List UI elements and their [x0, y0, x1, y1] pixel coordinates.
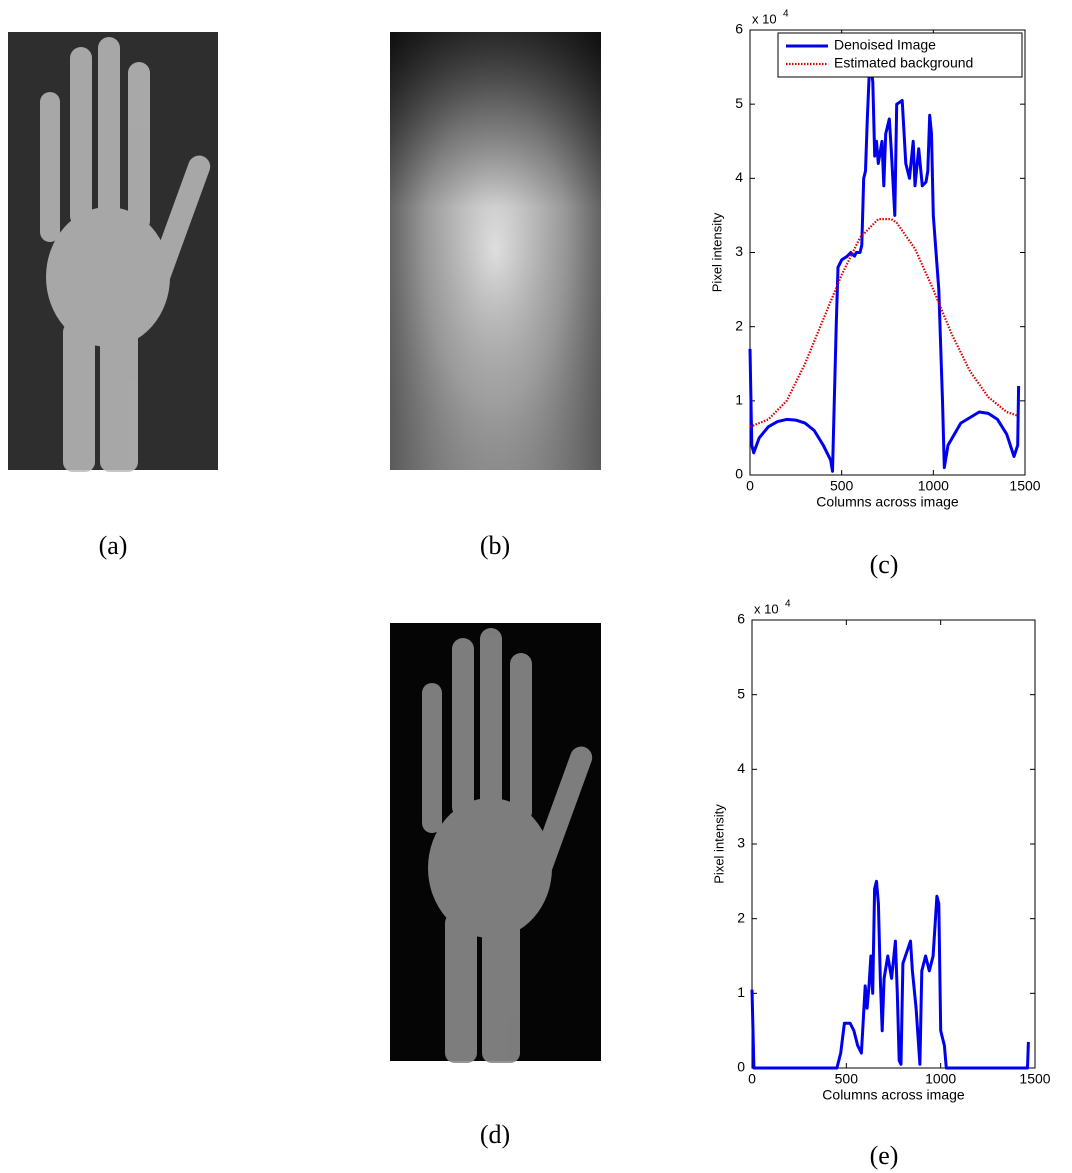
y-tick-label: 4 — [735, 169, 743, 185]
caption: (d) — [480, 1120, 510, 1149]
y-tick-label: 4 — [737, 760, 745, 776]
axis-multiplier-exponent: 4 — [783, 9, 789, 20]
legend-label: Estimated background — [834, 55, 973, 71]
y-axis-label: Pixel intensity — [709, 212, 724, 292]
x-tick-label: 1000 — [925, 1071, 956, 1087]
plot-area — [751, 619, 1036, 1069]
y-tick-label: 6 — [735, 21, 743, 37]
y-tick-label: 1 — [737, 984, 745, 1000]
y-tick-label: 0 — [737, 1059, 745, 1075]
caption: (b) — [480, 531, 510, 560]
legend-box — [777, 32, 1023, 78]
caption: (e) — [870, 1141, 899, 1170]
axis-multiplier-exponent: 4 — [785, 599, 791, 610]
x-tick-label: 0 — [746, 478, 754, 494]
y-tick-label: 2 — [735, 317, 743, 333]
y-axis-label: Pixel intensity — [711, 804, 726, 884]
x-tick-label: 1500 — [1009, 478, 1040, 494]
x-axis-label: Columns across image — [822, 1087, 965, 1103]
y-tick-label: 3 — [737, 835, 745, 851]
y-tick-label: 0 — [735, 466, 743, 482]
x-tick-label: 1500 — [1019, 1071, 1050, 1087]
plot-area — [749, 29, 1026, 476]
x-axis-label: Columns across image — [816, 494, 959, 510]
caption: (c) — [870, 550, 899, 579]
data-line — [748, 65, 1021, 473]
legend-label: Denoised Image — [834, 37, 936, 53]
axis-multiplier: x 10 — [754, 601, 779, 616]
x-tick-label: 1000 — [918, 478, 949, 494]
x-tick-label: 0 — [748, 1071, 756, 1087]
y-tick-label: 1 — [735, 392, 743, 408]
axis-multiplier: x 10 — [752, 11, 777, 26]
y-tick-label: 2 — [737, 909, 745, 925]
y-tick-label: 5 — [737, 685, 745, 701]
y-tick-label: 6 — [737, 611, 745, 627]
caption: (a) — [99, 531, 128, 560]
data-line — [749, 218, 1019, 428]
data-line — [750, 879, 1030, 1070]
y-tick-label: 3 — [735, 243, 743, 259]
x-tick-label: 500 — [835, 1071, 859, 1087]
x-tick-label: 500 — [830, 478, 854, 494]
background-shade — [390, 32, 601, 470]
y-tick-label: 5 — [735, 95, 743, 111]
